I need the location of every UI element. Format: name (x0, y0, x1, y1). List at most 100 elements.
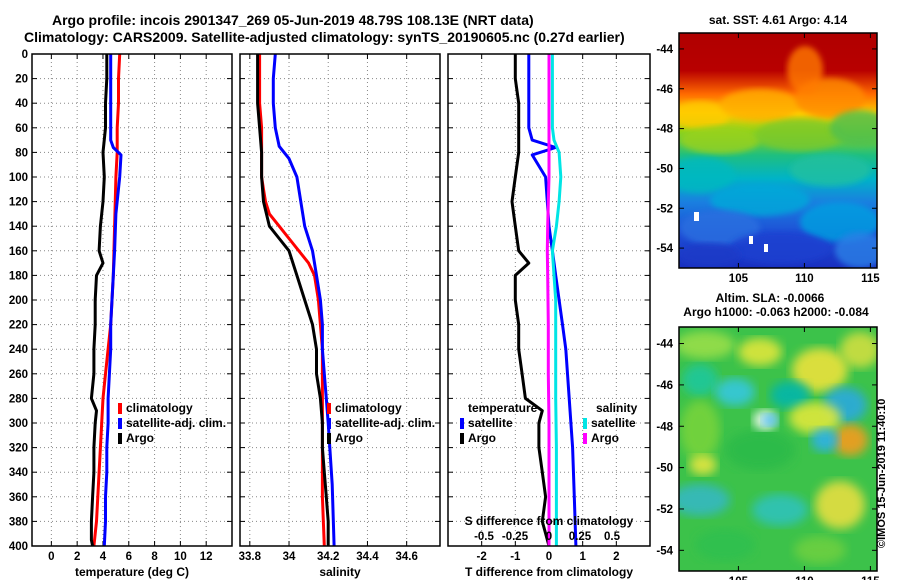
legend-swatch (583, 418, 587, 429)
y-tick-label: 160 (9, 246, 28, 258)
legend-label: Argo (126, 431, 154, 445)
sst-feature (787, 46, 823, 94)
secondary-tick-label: 0.25 (569, 531, 592, 543)
series-line-argo (256, 54, 330, 546)
legend-label: climatology (126, 401, 193, 415)
sst-feature (730, 232, 830, 264)
sla-feature (679, 331, 735, 359)
sst-map-x-tick-label: 110 (795, 273, 814, 285)
sst-feature (710, 184, 810, 216)
x-tick-label: 4 (100, 551, 107, 563)
x-tick-label: 10 (174, 551, 187, 563)
sst-map: sat. SST: 4.61 Argo: 4.14 105 110 115 -44 -46… (656, 13, 880, 285)
secondary-tick-label: -0.25 (502, 531, 529, 543)
profile-panel-1: 0 2 4 6 8 10 120204060801001201401601802002202… (9, 49, 233, 579)
sla-feature (789, 402, 841, 434)
sla-map-y-tick-label: -50 (656, 463, 673, 475)
legend-title-temperature: temperature (468, 401, 538, 415)
y-tick-label: 80 (15, 147, 28, 159)
legend-swatch (118, 403, 122, 414)
sst-map-y-tick-label: -44 (656, 44, 673, 56)
legend-label: climatology (335, 401, 402, 415)
legend-swatch (327, 403, 331, 414)
sla-map-y-tick-label: -52 (656, 504, 673, 516)
legend-swatch (118, 433, 122, 444)
sst-map-y-tick-label: -50 (656, 163, 673, 175)
sla-map-y-tick-label: -44 (656, 339, 673, 351)
y-tick-label: 120 (9, 197, 28, 209)
series-line-temperature-argo (510, 54, 551, 547)
legend-swatch (460, 418, 464, 429)
y-tick-label: 0 (22, 49, 28, 61)
sst-map-y-tick-label: -46 (656, 84, 673, 96)
legend-label: Argo (335, 431, 363, 445)
sla-feature (725, 430, 795, 470)
legend-title-salinity: salinity (596, 401, 638, 415)
sst-feature (800, 202, 877, 242)
sst-feature (680, 126, 760, 154)
sla-feature (832, 424, 868, 456)
series-line-climatology (258, 54, 326, 547)
sla-map-y-tick-label: -48 (656, 421, 673, 433)
sst-map-x-tick-label: 105 (729, 273, 749, 285)
x-tick-label: -1 (510, 551, 521, 563)
sla-map-y-tick-label: -46 (656, 380, 673, 392)
y-tick-label: 20 (15, 74, 28, 86)
land-mask (764, 244, 768, 252)
sla-feature (679, 484, 730, 516)
sla-feature (792, 348, 848, 392)
y-tick-label: 140 (9, 221, 28, 233)
x-tick-label: -2 (477, 551, 487, 563)
sla-feature (762, 414, 778, 426)
sst-feature (720, 89, 800, 121)
sla-feature (680, 400, 720, 460)
sst-map-y-tick-label: -48 (656, 124, 673, 136)
sla-feature (794, 536, 846, 564)
panel-frame (31, 53, 233, 547)
y-tick-label: 380 (9, 516, 28, 528)
y-tick-label: 40 (15, 98, 28, 110)
y-tick-label: 100 (9, 172, 28, 184)
y-tick-label: 400 (9, 541, 28, 553)
sst-map-frame (678, 32, 878, 269)
legend-swatch (327, 418, 331, 429)
legend-swatch (118, 418, 122, 429)
legend-label: Argo (591, 431, 619, 445)
y-tick-label: 240 (9, 344, 28, 356)
sst-map-image (679, 33, 877, 268)
sla-feature (815, 481, 865, 529)
y-tick-label: 260 (9, 369, 28, 381)
series-line-satellite-adj-clim- (102, 54, 123, 547)
land-mask (694, 212, 699, 221)
y-tick-label: 280 (9, 393, 28, 405)
sla-feature (770, 381, 810, 409)
secondary-tick-label: 0 (546, 531, 552, 543)
sla-map-title-line-2: Argo h1000: -0.063 h2000: -0.084 (683, 305, 869, 319)
legend-label: satellite-adj. clim. (126, 416, 226, 430)
sst-map-y-tick-label: -54 (656, 243, 673, 255)
sla-feature (840, 332, 877, 368)
imos-timestamp: ©IMOS 15-Jun-2019 11:40:10 (876, 398, 888, 548)
y-tick-label: 360 (9, 492, 28, 504)
sla-map-x-tick-label: 115 (861, 576, 880, 580)
x-tick-label: 8 (151, 551, 158, 563)
sla-map-y-tick-label: -54 (656, 545, 673, 557)
legend-swatch (460, 433, 464, 444)
x-tick-label: 0 (546, 551, 552, 563)
legend-label: satellite-adj. clim. (335, 416, 435, 430)
x-tick-label: 2 (74, 551, 80, 563)
legend-label: Argo (468, 431, 496, 445)
x-tick-label: 34 (283, 551, 296, 563)
sla-feature (752, 494, 808, 526)
sst-map-x-tick-label: 115 (861, 273, 880, 285)
sla-feature (689, 455, 717, 475)
x-tick-label: 34.6 (395, 551, 417, 563)
sst-map-y-tick-label: -52 (656, 203, 673, 215)
sla-map-title-line-1: Altim. SLA: -0.0066 (716, 291, 825, 305)
sst-feature (680, 210, 760, 246)
sla-map-frame (678, 326, 878, 572)
sst-feature (679, 157, 735, 193)
y-tick-label: 60 (15, 123, 28, 135)
